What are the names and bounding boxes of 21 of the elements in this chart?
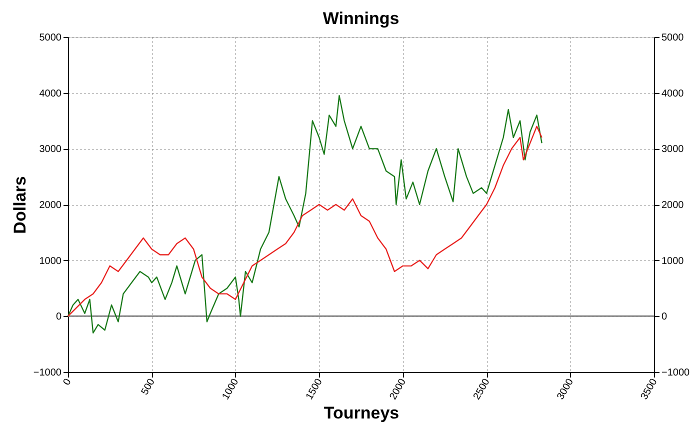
x-axis-title: Tourneys (324, 403, 400, 422)
y2-tick-label: 2000 (662, 200, 684, 211)
line-series (67, 95, 542, 334)
y-axis-title: Dollars (10, 176, 30, 234)
y2-tick-label: 0 (662, 312, 668, 323)
y2-tick-label: −1000 (662, 368, 690, 378)
chart-title: Winnings (322, 9, 400, 28)
y-tick-label: −1000 (33, 368, 62, 378)
y2-tick-label: 3000 (662, 144, 684, 156)
y2-tick-label: 1000 (662, 256, 684, 267)
line-series (67, 126, 542, 317)
x-tick-label: 0 (61, 376, 74, 388)
y-tick-label: 1000 (39, 256, 62, 267)
y-tick-label: 4000 (39, 88, 62, 100)
y-tick-label: 3000 (39, 144, 62, 156)
y2-tick-label: 4000 (662, 88, 684, 100)
y-tick-label: 0 (56, 312, 62, 323)
y2-tick-label: 5000 (662, 32, 684, 44)
x-tick-label: 500 (140, 376, 158, 397)
y-tick-label: 2000 (39, 200, 62, 211)
y-tick-label: 5000 (39, 32, 62, 44)
